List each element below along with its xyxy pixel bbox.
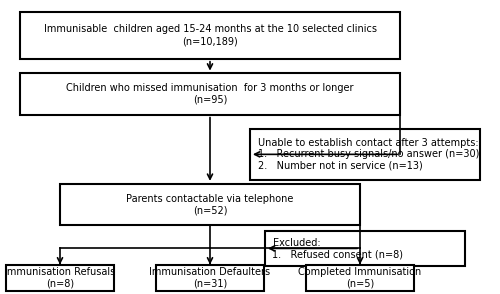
Text: Unable to establish contact after 3 attempts:
1.   Recurrent busy signals/no ans: Unable to establish contact after 3 atte… <box>258 138 479 171</box>
FancyBboxPatch shape <box>156 265 264 291</box>
FancyBboxPatch shape <box>20 12 400 59</box>
Text: Immunisation Defaulters
(n=31): Immunisation Defaulters (n=31) <box>150 267 270 289</box>
FancyBboxPatch shape <box>250 129 480 180</box>
Text: Parents contactable via telephone
(n=52): Parents contactable via telephone (n=52) <box>126 193 294 215</box>
FancyBboxPatch shape <box>20 74 400 115</box>
Text: Immunisable  children aged 15-24 months at the 10 selected clinics
(n=10,189): Immunisable children aged 15-24 months a… <box>44 24 376 46</box>
FancyBboxPatch shape <box>6 265 114 291</box>
Text: Completed Immunisation
(n=5): Completed Immunisation (n=5) <box>298 267 422 289</box>
FancyBboxPatch shape <box>265 231 465 266</box>
FancyBboxPatch shape <box>60 184 360 225</box>
Text: Immunisation Refusals
(n=8): Immunisation Refusals (n=8) <box>4 267 116 289</box>
FancyBboxPatch shape <box>306 265 414 291</box>
Text: Excluded:
1.   Refused consent (n=8): Excluded: 1. Refused consent (n=8) <box>272 238 404 259</box>
Text: Children who missed immunisation  for 3 months or longer
(n=95): Children who missed immunisation for 3 m… <box>66 83 354 105</box>
